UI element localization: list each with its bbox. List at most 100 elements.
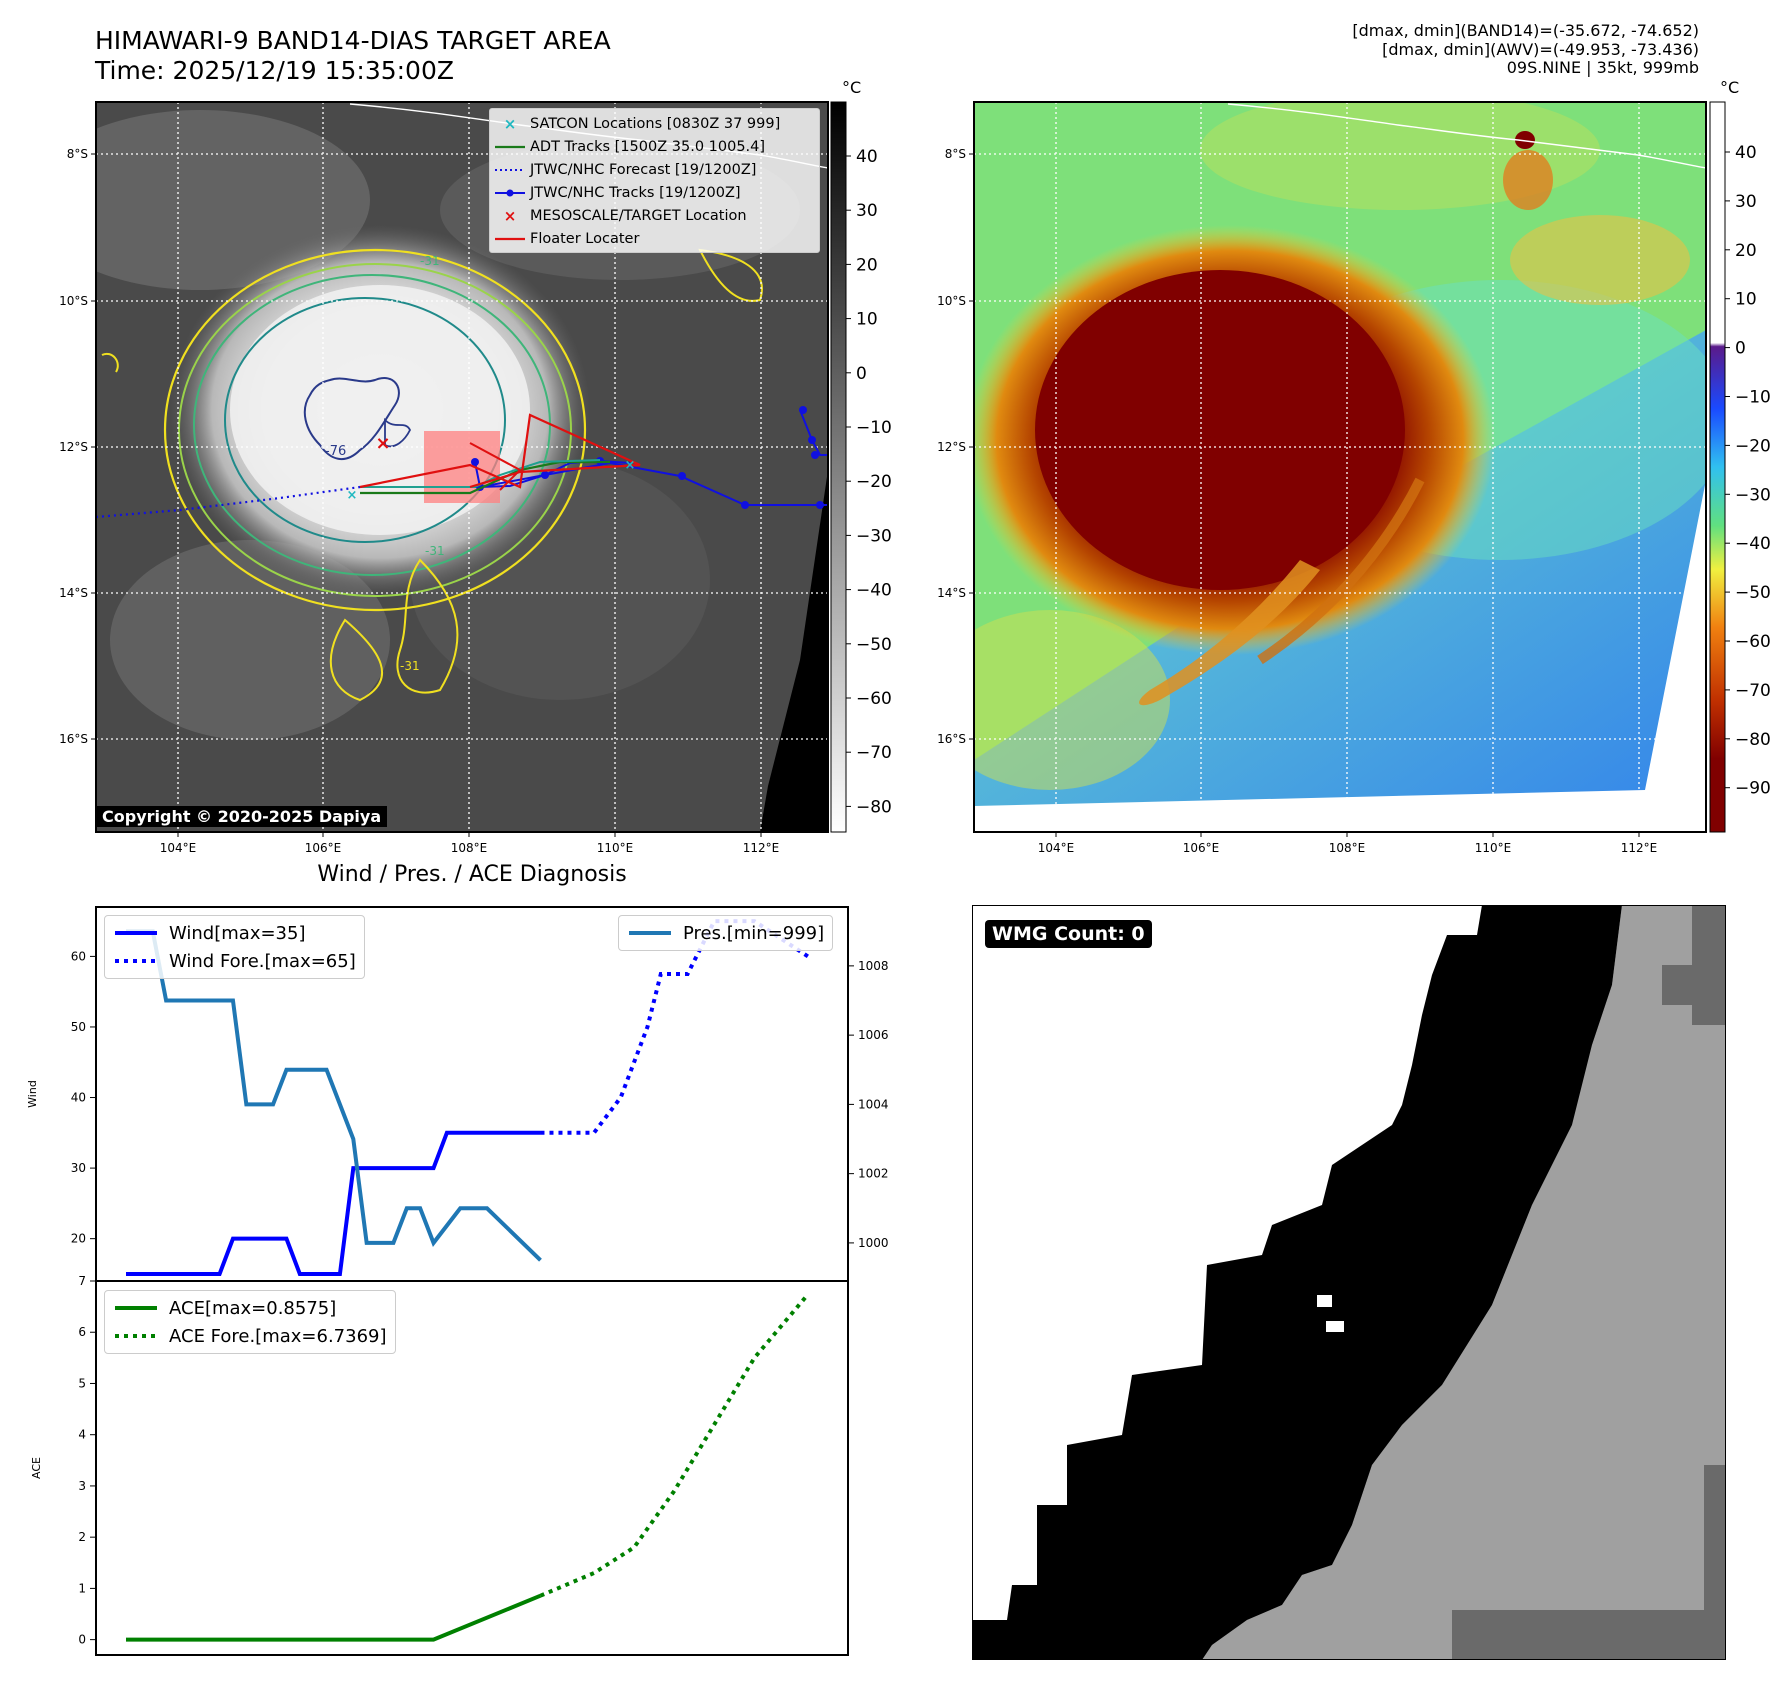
wind-tick-label: 30 (71, 1161, 86, 1175)
pressure-tick-label: 1006 (858, 1028, 889, 1042)
forecast-track (96, 485, 361, 519)
wmg-panel (972, 905, 1726, 1660)
lon-tick-label: 106°E (1183, 841, 1220, 855)
map-legend-item: JTWC/NHC Forecast [19/1200Z] (490, 158, 819, 181)
color-ir-map-frame (973, 101, 1707, 833)
legend-label: JTWC/NHC Forecast [19/1200Z] (530, 161, 757, 178)
ace-legend: ACE[max=0.8575] ACE Fore.[max=6.7369] (104, 1290, 396, 1354)
colorbar-tick-label: 0 (856, 364, 867, 384)
colorbar-right (1709, 101, 1726, 833)
colorbar-tick-label: −60 (1735, 632, 1771, 652)
lon-tick-label: 104°E (160, 841, 197, 855)
lon-tick-label: 108°E (451, 841, 488, 855)
legend-label: ADT Tracks [1500Z 35.0 1005.4] (530, 138, 766, 155)
map-legend-item: × MESOSCALE/TARGET Location (490, 204, 819, 227)
colorbar-left-ticks: 40 30 20 10 0 −10 −20 −30 −40 −50 −60 −70 −80 (846, 147, 892, 817)
wind-legend: Wind[max=35] Wind Fore.[max=65] (104, 915, 365, 979)
colorbar-tick-label: 20 (1735, 241, 1757, 261)
colorbar-tick-label: 40 (856, 147, 878, 167)
ace-axis-label: ACE (30, 1457, 43, 1479)
map-legend-item: JTWC/NHC Tracks [19/1200Z] (490, 181, 819, 204)
lat-tick-label: 8°S (945, 147, 966, 161)
svg-text:×: × (625, 458, 636, 473)
lat-tick-label: 10°S (59, 294, 88, 308)
wind-axis-label: Wind (26, 1080, 39, 1108)
wind-tick-label: 40 (71, 1091, 86, 1105)
wind-forecast-series (540, 919, 809, 1135)
pressure-tick-label: 1004 (858, 1097, 889, 1111)
legend-symbol (490, 187, 530, 199)
wmg-gray-region (1202, 905, 1726, 1660)
colorbar-left (830, 101, 847, 833)
colorbar-left-unit: °C (842, 78, 861, 97)
legend-label: JTWC/NHC Tracks [19/1200Z] (530, 184, 741, 201)
wmg-black-region (972, 905, 1622, 1660)
ace-tick-label: 0 (78, 1633, 86, 1647)
diagnosis-chart: 203040506010001002100410061008WindPressu… (26, 906, 889, 1656)
lat-tick-label: 12°S (937, 440, 966, 454)
lon-tick-label: 112°E (743, 841, 780, 855)
ace-tick-label: 7 (78, 1274, 86, 1288)
colorbar-tick-label: 30 (856, 201, 878, 221)
legend-label: SATCON Locations [0830Z 37 999] (530, 115, 781, 132)
lon-tick-label: 108°E (1329, 841, 1366, 855)
title-line-2: Time: 2025/12/19 15:35:00Z (95, 56, 454, 85)
info-line-3: 09S.NINE | 35kt, 999mb (1506, 58, 1699, 77)
colorbar-tick-label: −20 (1735, 436, 1771, 456)
info-line-1: [dmax, dmin](BAND14)=(-35.672, -74.652) (1352, 21, 1699, 40)
title-line-1: HIMAWARI-9 BAND14-DIAS TARGET AREA (95, 26, 611, 55)
ace-tick-label: 6 (78, 1325, 86, 1339)
ir-map-axes: 8°S 10°S 12°S 14°S 16°S 104°E 106°E 108°E 110°E 1… (59, 147, 779, 855)
map-legend-item: × SATCON Locations [0830Z 37 999] (490, 112, 819, 135)
wind-tick-label: 60 (71, 949, 86, 963)
legend-ace: ACE[max=0.8575] (113, 1294, 387, 1322)
colorbar-tick-label: −80 (1735, 730, 1771, 750)
lat-tick-label: 10°S (937, 294, 966, 308)
floater-track (359, 413, 641, 489)
coastline (1227, 103, 1706, 169)
pressure-tick-label: 1000 (858, 1236, 889, 1250)
info-line-2: [dmax, dmin](AWV)=(-49.953, -73.436) (1382, 39, 1699, 59)
pressure-tick-label: 1002 (858, 1167, 889, 1181)
contour-label: -76 (325, 444, 346, 459)
lon-tick-label: 110°E (597, 841, 634, 855)
lat-tick-label: 12°S (59, 440, 88, 454)
legend-wind-forecast-label: Wind Fore.[max=65] (169, 950, 356, 972)
ace-series (126, 1593, 542, 1642)
legend-pressure: Pres.[min=999] (627, 919, 824, 947)
legend-wind-label: Wind[max=35] (169, 922, 306, 944)
lat-tick-label: 14°S (937, 586, 966, 600)
lon-tick-label: 110°E (1475, 841, 1512, 855)
lat-tick-label: 14°S (59, 586, 88, 600)
colorbar-tick-label: −40 (856, 581, 892, 601)
map-legend: × SATCON Locations [0830Z 37 999] ADT Trac… (489, 108, 820, 253)
colorbar-tick-label: 10 (856, 310, 878, 330)
ir-map-panel: × × × -31 -76 -31 -31 40 30 20 10 0 −10 −20 −30… (59, 78, 892, 855)
wind-tick-label: 20 (71, 1232, 86, 1246)
legend-ace-label: ACE[max=0.8575] (169, 1297, 337, 1319)
colorbar-tick-label: −30 (856, 526, 892, 546)
colorbar-tick-label: 0 (1735, 339, 1746, 359)
map-legend-item: ADT Tracks [1500Z 35.0 1005.4] (490, 135, 819, 158)
legend-symbol (490, 233, 530, 245)
diagnosis-title: Wind / Pres. / ACE Diagnosis (317, 862, 627, 887)
lat-tick-label: 8°S (67, 147, 88, 161)
legend-symbol: × (490, 118, 530, 130)
wmg-count-label: WMG Count: 0 (985, 920, 1152, 948)
contour-label: -31 (400, 659, 420, 673)
legend-symbol (490, 141, 530, 153)
legend-symbol (490, 164, 530, 176)
ace-forecast-series (539, 1293, 810, 1598)
ace-tick-label: 1 (78, 1581, 86, 1595)
no-data-area (760, 470, 828, 832)
legend-symbol: × (490, 210, 530, 222)
colorbar-tick-label: −30 (1735, 485, 1771, 505)
legend-wind: Wind[max=35] (113, 919, 356, 947)
colorbar-tick-label: −70 (1735, 681, 1771, 701)
ace-tick-label: 4 (78, 1428, 86, 1442)
colorbar-tick-label: 20 (856, 255, 878, 275)
lon-tick-label: 106°E (305, 841, 342, 855)
pressure-series (126, 929, 542, 1262)
colorbar-tick-label: −60 (856, 689, 892, 709)
storm-info: [dmax, dmin](BAND14)=(-35.672, -74.652) … (1352, 21, 1699, 78)
